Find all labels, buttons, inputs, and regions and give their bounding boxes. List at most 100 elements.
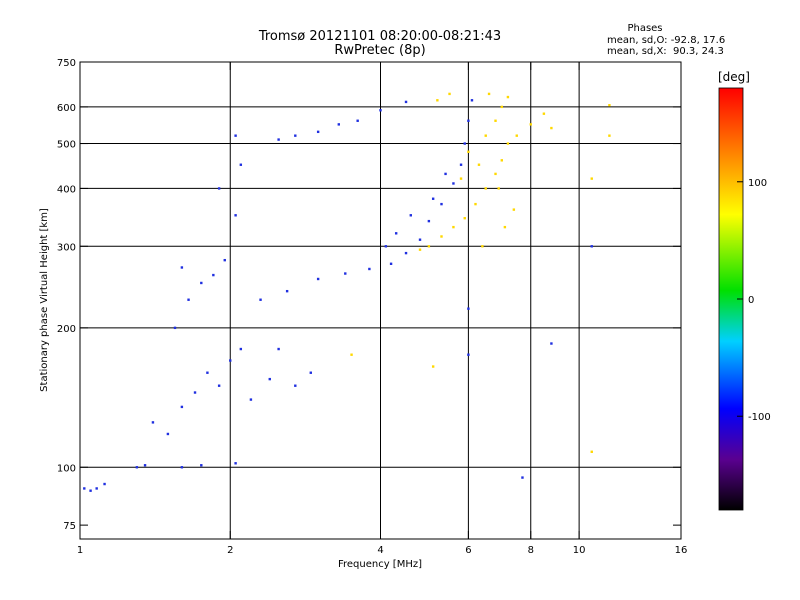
data-point-x <box>512 208 516 211</box>
data-point-o <box>217 384 221 387</box>
x-axis: 1 2 4 6 8 10 16 <box>77 62 688 556</box>
data-point-o <box>294 384 297 387</box>
data-point-o <box>180 466 184 469</box>
data-point-x <box>436 99 439 102</box>
y-tick-label: 75 <box>63 521 76 532</box>
chart-subtitle: RwPretec (8p) <box>334 43 425 58</box>
data-point-o <box>459 163 463 166</box>
y-tick-label: 500 <box>57 140 76 151</box>
y-tick-label: 750 <box>57 58 76 69</box>
data-point-x <box>467 150 470 153</box>
data-point-o <box>103 482 106 486</box>
data-point-x <box>506 95 510 99</box>
y-tick-label: 100 <box>57 463 76 474</box>
data-point-x <box>529 123 532 126</box>
x-tick-label: 2 <box>227 545 233 556</box>
x-tick-label: 10 <box>573 545 586 556</box>
y-axis: 75 100 200 300 400 500 600 750 <box>57 58 681 532</box>
data-point-o <box>431 197 435 200</box>
data-points <box>83 92 611 492</box>
data-point-o <box>180 266 184 269</box>
data-point-o <box>277 347 280 351</box>
data-point-x <box>448 92 451 96</box>
data-point-o <box>206 371 209 374</box>
y-tick-label: 400 <box>57 184 76 195</box>
data-point-o <box>440 202 443 206</box>
data-point-o <box>200 464 203 467</box>
data-point-o <box>249 398 253 401</box>
data-point-x <box>550 126 553 130</box>
colorbar-tick-label: 100 <box>748 178 767 189</box>
data-point-x <box>500 105 504 109</box>
annotation-line1: mean, sd,O: -92.8, 17.6 <box>607 35 725 46</box>
data-point-o <box>452 182 455 185</box>
data-point-o <box>234 462 237 465</box>
data-point-x <box>542 112 546 115</box>
data-point-o <box>394 232 398 235</box>
data-point-o <box>135 466 139 469</box>
data-point-o <box>427 219 431 223</box>
data-point-o <box>384 245 388 248</box>
data-point-o <box>316 130 320 134</box>
data-point-o <box>470 99 474 102</box>
data-point-o <box>550 342 553 345</box>
data-point-o <box>404 251 408 255</box>
x-tick-label: 4 <box>377 545 383 556</box>
data-point-x <box>608 104 611 107</box>
data-point-o <box>166 432 170 436</box>
data-point-x <box>452 225 455 229</box>
data-point-o <box>294 134 297 137</box>
data-point-x <box>500 159 504 162</box>
data-point-x <box>590 450 593 453</box>
data-point-o <box>151 421 155 424</box>
data-point-o <box>389 262 393 265</box>
data-point-o <box>337 123 341 126</box>
data-point-o <box>234 214 237 217</box>
data-point-o <box>229 359 232 362</box>
colorbar-ticks: 100 0 -100 <box>737 178 771 423</box>
y-tick-label: 300 <box>57 242 76 253</box>
data-point-o <box>409 214 412 217</box>
data-point-o <box>223 258 226 262</box>
colorbar-tick-label: -100 <box>748 412 771 423</box>
data-point-o <box>404 100 408 104</box>
annotation-line2: mean, sd,X: 90.3, 24.3 <box>607 46 724 57</box>
data-point-x <box>608 134 611 137</box>
x-tick-label: 1 <box>77 545 83 556</box>
data-point-o <box>180 405 184 409</box>
data-point-o <box>418 238 422 241</box>
chart-title: Tromsø 20121101 08:20:00-08:21:43 <box>258 29 501 44</box>
colorbar-tick-label: 0 <box>748 295 754 306</box>
data-point-x <box>590 177 593 180</box>
data-point-o <box>143 464 147 467</box>
data-point-x <box>481 245 484 248</box>
y-tick-label: 600 <box>57 103 76 114</box>
data-point-x <box>440 235 443 238</box>
y-axis-label: Stationary phase Virtual Height [km] <box>39 208 50 392</box>
data-point-x <box>463 216 466 220</box>
data-point-o <box>277 138 280 141</box>
data-point-x <box>484 134 487 137</box>
data-point-o <box>590 245 593 248</box>
data-point-x <box>515 134 518 137</box>
data-point-x <box>503 225 507 229</box>
data-point-x <box>418 248 422 251</box>
data-point-o <box>463 142 466 145</box>
data-point-o <box>467 353 470 356</box>
data-point-o <box>379 109 382 112</box>
data-point-o <box>309 371 312 374</box>
x-tick-label: 16 <box>675 545 688 556</box>
data-point-x <box>474 202 477 206</box>
data-point-o <box>217 187 221 190</box>
data-point-x <box>487 92 491 96</box>
data-point-x <box>494 172 497 176</box>
data-point-o <box>200 281 203 285</box>
data-point-x <box>459 177 463 180</box>
data-point-x <box>427 245 431 248</box>
data-point-o <box>344 272 347 275</box>
data-point-o <box>356 119 359 122</box>
data-point-x <box>477 163 481 166</box>
data-point-o <box>521 476 524 479</box>
data-point-o <box>259 298 262 301</box>
